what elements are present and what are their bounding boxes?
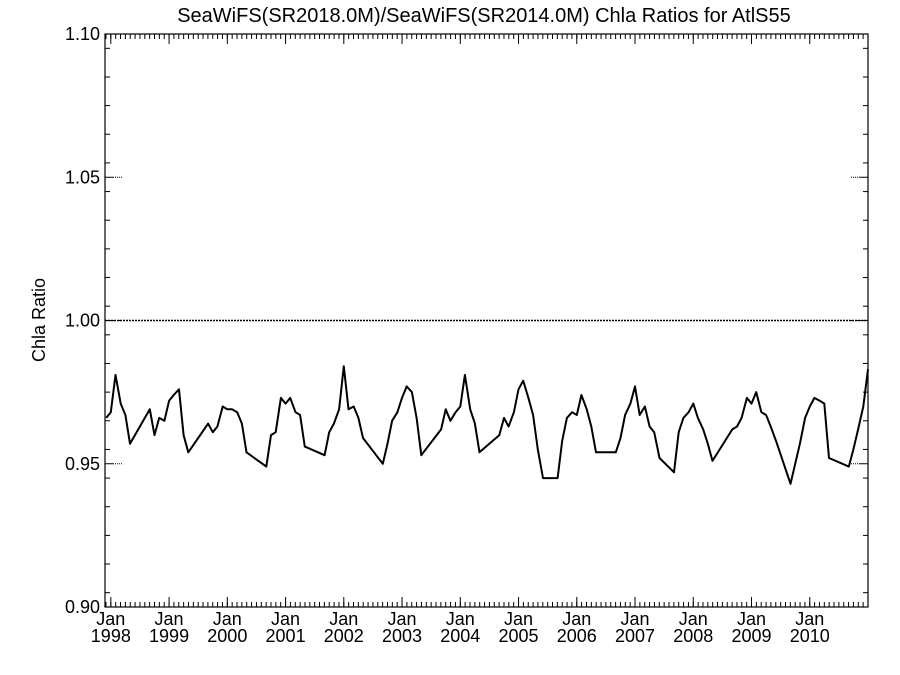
x-tick-year-label-10: 2008 [673, 626, 713, 646]
x-tick-month-label-3: Jan [271, 609, 300, 629]
y-tick-label-2: 1.00 [65, 311, 100, 331]
x-tick-month-label-12: Jan [795, 609, 824, 629]
x-tick-month-label-11: Jan [737, 609, 766, 629]
x-tick-year-label-11: 2009 [731, 626, 771, 646]
x-tick-year-label-8: 2006 [557, 626, 597, 646]
x-tick-year-label-9: 2007 [615, 626, 655, 646]
x-tick-year-label-6: 2004 [440, 626, 480, 646]
x-tick-month-label-10: Jan [679, 609, 708, 629]
x-tick-month-label-1: Jan [155, 609, 184, 629]
y-axis: 0.90 0.95 1.00 1.05 1.10 [65, 24, 868, 617]
x-tick-month-label-4: Jan [329, 609, 358, 629]
x-tick-year-label-3: 2001 [266, 626, 306, 646]
x-tick-year-label-2: 2000 [207, 626, 247, 646]
x-tick-year-label-7: 2005 [499, 626, 539, 646]
x-tick-year-label-4: 2002 [324, 626, 364, 646]
x-axis: Jan1998Jan1999Jan2000Jan2001Jan2002Jan20… [91, 34, 869, 646]
y-tick-label-4: 1.10 [65, 24, 100, 44]
x-tick-year-label-0: 1998 [91, 626, 131, 646]
x-tick-month-label-5: Jan [388, 609, 417, 629]
chart-title: SeaWiFS(SR2018.0M)/SeaWiFS(SR2014.0M) Ch… [177, 5, 791, 27]
x-tick-month-label-6: Jan [446, 609, 475, 629]
x-tick-year-label-12: 2010 [790, 626, 830, 646]
series-line [105, 365, 869, 485]
x-tick-year-label-5: 2003 [382, 626, 422, 646]
y-tick-label-0: 0.90 [65, 597, 100, 617]
x-tick-month-label-2: Jan [213, 609, 242, 629]
x-tick-year-label-1: 1999 [149, 626, 189, 646]
x-tick-month-label-0: Jan [96, 609, 125, 629]
x-tick-month-label-9: Jan [621, 609, 650, 629]
y-tick-label-1: 0.95 [65, 454, 100, 474]
x-tick-month-label-7: Jan [504, 609, 533, 629]
y-axis-label: Chla Ratio [29, 278, 49, 362]
x-tick-month-label-8: Jan [562, 609, 591, 629]
y-tick-label-3: 1.05 [65, 167, 100, 187]
